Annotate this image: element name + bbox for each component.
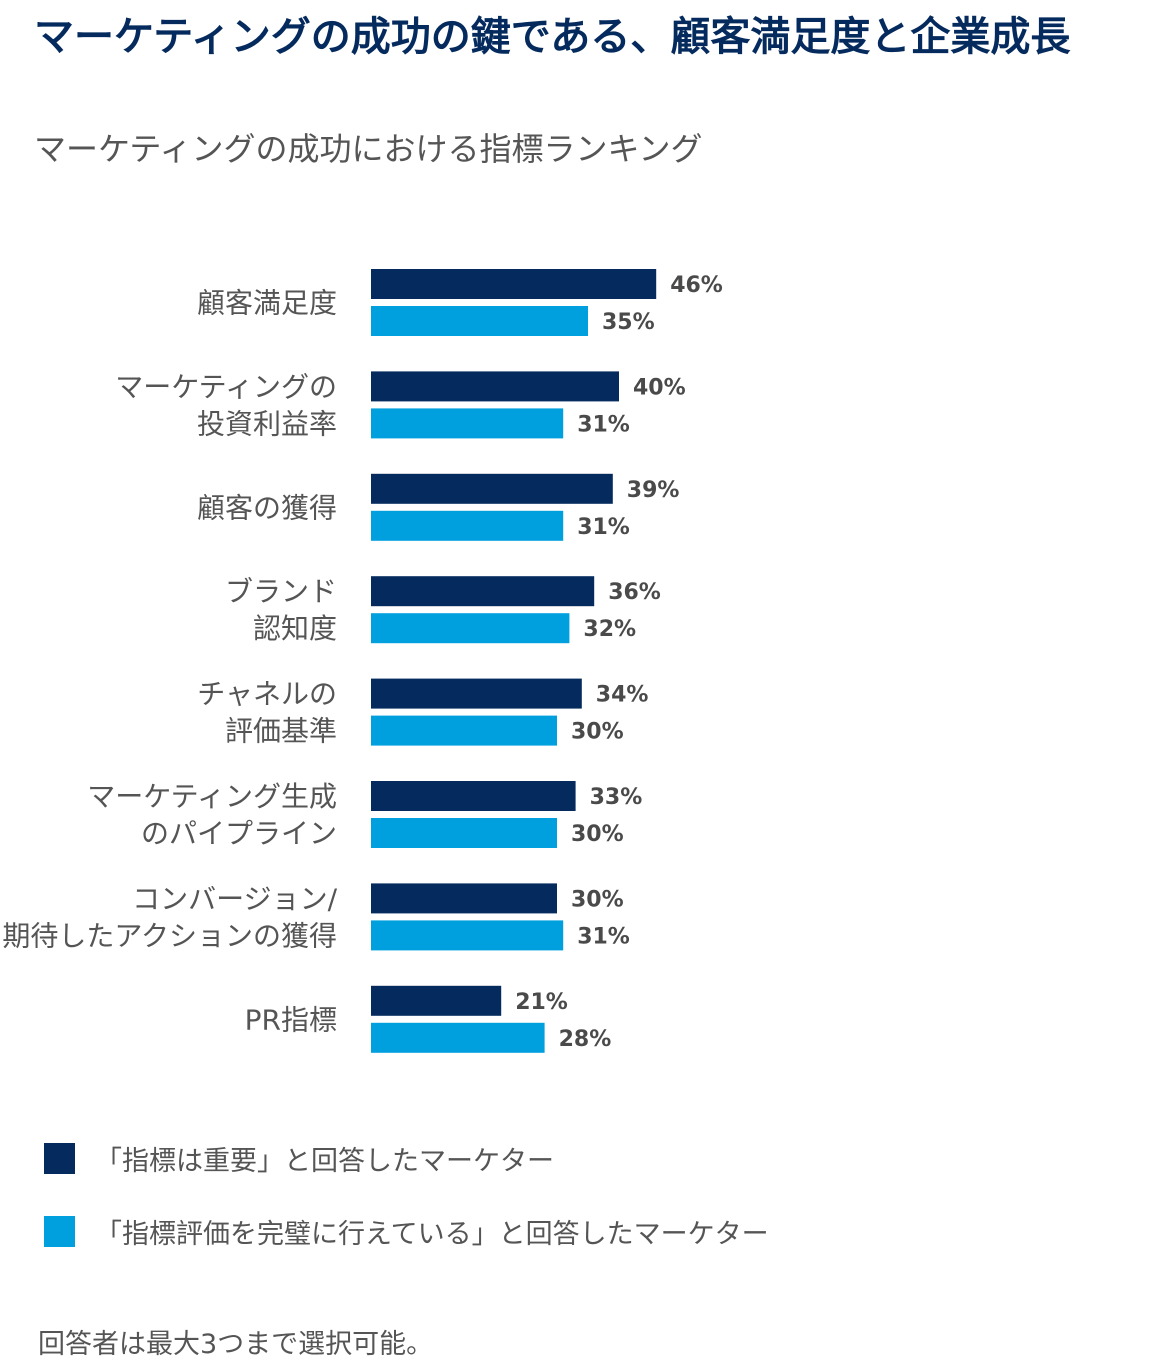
category-label: マーケティング生成 <box>87 780 337 813</box>
bar-perfect <box>371 1022 545 1053</box>
legend-swatch-perfect <box>44 1215 75 1247</box>
category-label: 顧客満足度 <box>197 287 337 320</box>
category-label: のパイプライン <box>141 817 337 850</box>
data-label-perfect: 31% <box>577 515 630 540</box>
bar-important <box>371 473 613 504</box>
category-label: チャネルの <box>197 678 337 711</box>
legend-label-important: 「指標は重要」と回答したマーケター <box>95 1145 554 1177</box>
data-label-important: 21% <box>515 990 568 1015</box>
bar-perfect <box>371 818 557 848</box>
bar-perfect <box>371 920 564 951</box>
bar-perfect <box>371 715 557 746</box>
chart-subtitle: マーケティングの成功における指標ランキング <box>34 130 703 168</box>
bar-important <box>371 883 557 914</box>
data-label-important: 39% <box>627 478 680 503</box>
legend-label-perfect: 「指標評価を完璧に行えている」と回答したマーケター <box>95 1218 769 1250</box>
data-label-perfect: 28% <box>559 1027 612 1052</box>
bar-chart: 顧客満足度46%35%マーケティングの投資利益率40%31%顧客の獲得39%31… <box>2 269 723 1053</box>
bar-important <box>371 576 595 607</box>
footnote: 回答者は最大3つまで選択可能。 <box>38 1329 434 1360</box>
bar-perfect <box>371 306 588 336</box>
chart-title: マーケティングの成功の鍵である、顧客満足度と企業成長 <box>34 14 1071 60</box>
legend-item-important: 「指標は重要」と回答したマーケター <box>44 1141 769 1177</box>
category-label: PR指標 <box>245 1003 337 1036</box>
bar-important <box>371 269 657 299</box>
data-label-important: 40% <box>633 375 686 400</box>
category-label: 投資利益率 <box>197 407 337 440</box>
bar-perfect <box>371 510 564 541</box>
data-label-perfect: 31% <box>577 412 630 437</box>
bar-perfect <box>371 408 564 439</box>
legend: 「指標は重要」と回答したマーケター 「指標評価を完璧に行えている」と回答したマー… <box>44 1141 769 1250</box>
category-label: コンバージョン/ <box>132 882 337 915</box>
legend-item-perfect: 「指標評価を完璧に行えている」と回答したマーケター <box>44 1214 769 1250</box>
category-label: 認知度 <box>253 612 337 645</box>
bar-perfect <box>371 613 570 644</box>
data-label-perfect: 30% <box>571 822 624 847</box>
category-label: 顧客の獲得 <box>197 491 337 524</box>
bar-important <box>371 985 502 1016</box>
data-label-perfect: 31% <box>577 924 630 949</box>
category-label: ブランド <box>225 575 337 608</box>
category-label: 評価基準 <box>225 715 337 748</box>
category-label: マーケティングの <box>115 370 337 403</box>
data-label-important: 30% <box>571 887 624 912</box>
data-label-perfect: 32% <box>583 617 636 642</box>
data-label-important: 33% <box>590 785 643 810</box>
bar-important <box>371 678 582 709</box>
data-label-important: 36% <box>608 580 661 605</box>
legend-swatch-important <box>44 1142 75 1174</box>
bar-important <box>371 781 576 811</box>
category-label: 期待したアクションの獲得 <box>2 919 337 952</box>
data-label-perfect: 35% <box>602 310 655 335</box>
data-label-important: 34% <box>596 683 649 708</box>
data-label-important: 46% <box>670 273 723 298</box>
data-label-perfect: 30% <box>571 720 624 745</box>
bar-important <box>371 371 619 402</box>
